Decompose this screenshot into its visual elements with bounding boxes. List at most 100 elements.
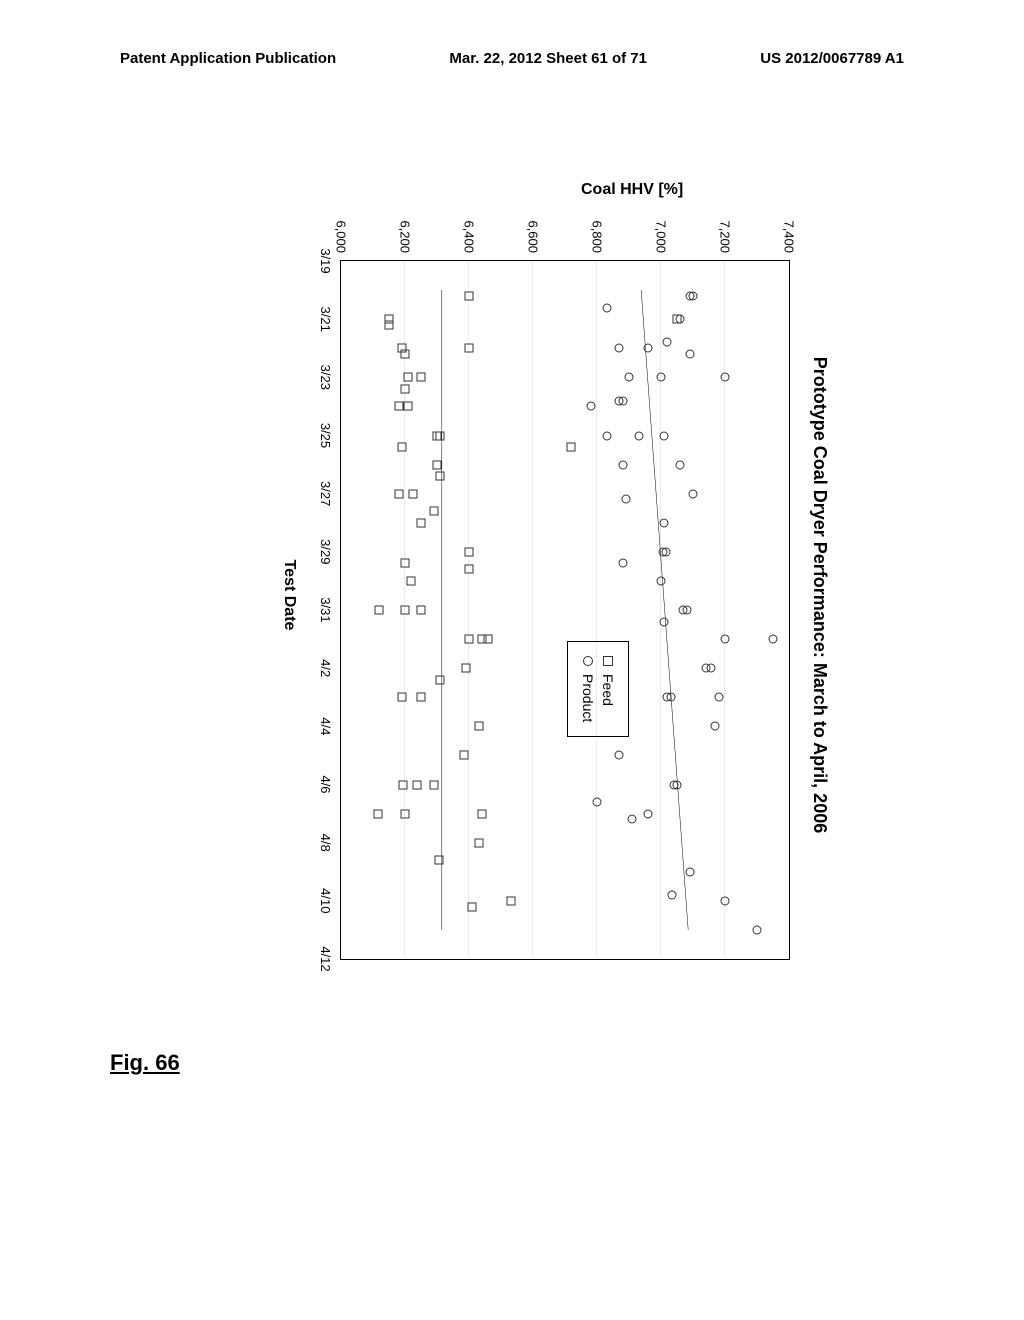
data-point-product: [721, 635, 730, 644]
data-point-feed: [404, 402, 413, 411]
data-point-feed: [436, 675, 445, 684]
data-point-feed: [417, 518, 426, 527]
data-point-feed: [465, 635, 474, 644]
data-point-product: [615, 396, 624, 405]
data-point-product: [602, 303, 611, 312]
y-tick-label: 6,600: [526, 220, 541, 253]
y-tick-label: 7,200: [718, 220, 733, 253]
data-point-feed: [429, 780, 438, 789]
data-point-feed: [404, 373, 413, 382]
chart-title: Prototype Coal Dryer Performance: March …: [809, 180, 830, 1010]
page-header: Patent Application Publication Mar. 22, …: [0, 0, 1024, 87]
data-point-feed: [401, 809, 410, 818]
data-point-feed: [434, 856, 443, 865]
data-point-feed: [417, 606, 426, 615]
data-point-feed: [465, 291, 474, 300]
data-point-product: [618, 559, 627, 568]
data-point-feed: [417, 373, 426, 382]
data-point-product: [701, 664, 710, 673]
data-point-product: [676, 460, 685, 469]
grid-line: [724, 261, 725, 959]
data-point-product: [615, 751, 624, 760]
data-point-product: [658, 547, 667, 556]
x-tick-label: 3/27: [318, 481, 333, 506]
x-tick-label: 3/23: [318, 365, 333, 390]
data-point-product: [689, 291, 698, 300]
x-tick-label: 4/4: [318, 717, 333, 735]
data-point-product: [660, 617, 669, 626]
data-point-product: [714, 693, 723, 702]
data-point-feed: [407, 576, 416, 585]
data-point-product: [660, 518, 669, 527]
data-point-product: [721, 373, 730, 382]
data-point-feed: [397, 443, 406, 452]
data-point-feed: [460, 751, 469, 760]
data-point-product: [676, 315, 685, 324]
data-point-product: [663, 338, 672, 347]
data-point-product: [711, 722, 720, 731]
data-point-product: [657, 576, 666, 585]
data-point-product: [679, 606, 688, 615]
data-point-feed: [385, 320, 394, 329]
grid-line: [468, 261, 469, 959]
data-point-feed: [417, 693, 426, 702]
data-point-product: [660, 431, 669, 440]
x-tick-label: 3/25: [318, 423, 333, 448]
data-point-feed: [468, 902, 477, 911]
data-point-feed: [474, 722, 483, 731]
data-point-product: [753, 925, 762, 934]
data-point-product: [593, 797, 602, 806]
y-tick-label: 6,200: [398, 220, 413, 253]
data-point-product: [721, 896, 730, 905]
y-tick-label: 6,400: [462, 220, 477, 253]
data-point-product: [602, 431, 611, 440]
data-point-product: [644, 344, 653, 353]
data-point-product: [618, 460, 627, 469]
data-point-product: [673, 780, 682, 789]
data-point-feed: [465, 565, 474, 574]
y-axis-label: Coal HHV [%]: [581, 181, 683, 199]
data-point-feed: [375, 606, 384, 615]
data-point-feed: [401, 384, 410, 393]
data-point-feed: [477, 809, 486, 818]
data-point-feed: [397, 693, 406, 702]
data-point-product: [625, 373, 634, 382]
grid-line: [532, 261, 533, 959]
x-tick-label: 4/10: [318, 888, 333, 913]
data-point-feed: [436, 431, 445, 440]
data-point-feed: [401, 559, 410, 568]
data-point-feed: [409, 489, 418, 498]
data-point-feed: [465, 344, 474, 353]
x-tick-label: 4/6: [318, 775, 333, 793]
data-point-product: [644, 809, 653, 818]
data-point-product: [685, 867, 694, 876]
x-tick-label: 4/12: [318, 946, 333, 971]
figure-label: Fig. 66: [110, 1050, 180, 1076]
data-point-product: [621, 495, 630, 504]
data-point-feed: [373, 809, 382, 818]
data-point-feed: [465, 547, 474, 556]
x-tick-label: 4/8: [318, 834, 333, 852]
y-tick-label: 7,000: [654, 220, 669, 253]
data-point-feed: [474, 838, 483, 847]
grid-line: [596, 261, 597, 959]
y-tick-label: 6,800: [590, 220, 605, 253]
data-point-feed: [433, 460, 442, 469]
data-point-product: [615, 344, 624, 353]
data-point-feed: [394, 402, 403, 411]
data-point-feed: [401, 606, 410, 615]
data-point-feed: [394, 489, 403, 498]
data-point-feed: [413, 780, 422, 789]
data-point-product: [634, 431, 643, 440]
data-point-product: [668, 891, 677, 900]
data-point-feed: [429, 507, 438, 516]
data-point-feed: [399, 780, 408, 789]
data-point-product: [685, 350, 694, 359]
data-point-feed: [436, 472, 445, 481]
data-point-feed: [477, 635, 486, 644]
data-point-product: [689, 489, 698, 498]
x-tick-label: 3/21: [318, 307, 333, 332]
plot-area: Feed Product 6,0006,2006,4006,6006,8007,…: [340, 260, 790, 960]
x-tick-label: 3/29: [318, 539, 333, 564]
x-tick-label: 3/31: [318, 597, 333, 622]
